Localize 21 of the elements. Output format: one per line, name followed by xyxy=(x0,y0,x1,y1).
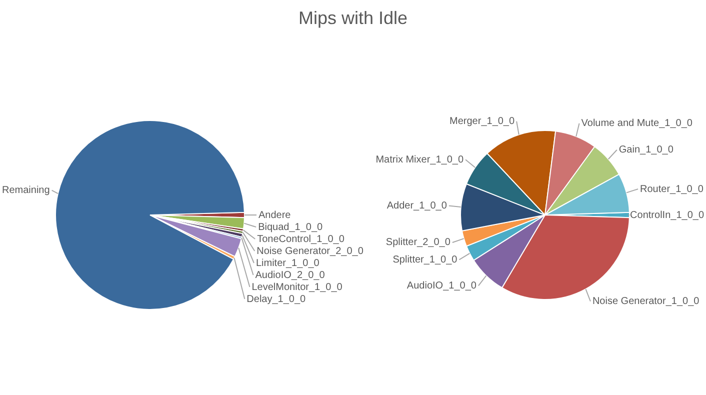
slice-label: ControlIn_1_0_0 xyxy=(630,210,704,221)
slice-label: Gain_1_0_0 xyxy=(618,144,674,156)
slice-label: Noise Generator_2_0_0 xyxy=(256,246,364,257)
slice-label: Biquad_1_0_0 xyxy=(258,222,324,233)
slice-label: Remaining xyxy=(2,185,50,196)
slice-label: AudioIO_1_0_0 xyxy=(406,280,477,292)
slice-label: LevelMonitor_1_0_0 xyxy=(252,282,343,293)
slice-label: Router_1_0_0 xyxy=(640,184,704,195)
slice-label: Matrix Mixer_1_0_0 xyxy=(376,154,464,166)
slice-label: Splitter_2_0_0 xyxy=(386,237,451,248)
slice-label: Limiter_1_0_0 xyxy=(256,258,320,269)
slice-label: Andere xyxy=(258,210,292,221)
slice-label: Delay_1_0_0 xyxy=(246,294,306,305)
slice-label: Volume and Mute_1_0_0 xyxy=(581,118,693,130)
slice-label: Splitter_1_0_0 xyxy=(392,254,458,266)
chart-title: Mips with Idle xyxy=(297,8,409,29)
slice-label: Noise Generator_1_0_0 xyxy=(592,296,700,308)
slice-label: ToneControl_1_0_0 xyxy=(257,234,345,245)
slice-label: Adder_1_0_0 xyxy=(386,200,448,212)
slice-label: AudioIO_2_0_0 xyxy=(255,270,326,281)
slice-label: Merger_1_0_0 xyxy=(450,116,515,128)
